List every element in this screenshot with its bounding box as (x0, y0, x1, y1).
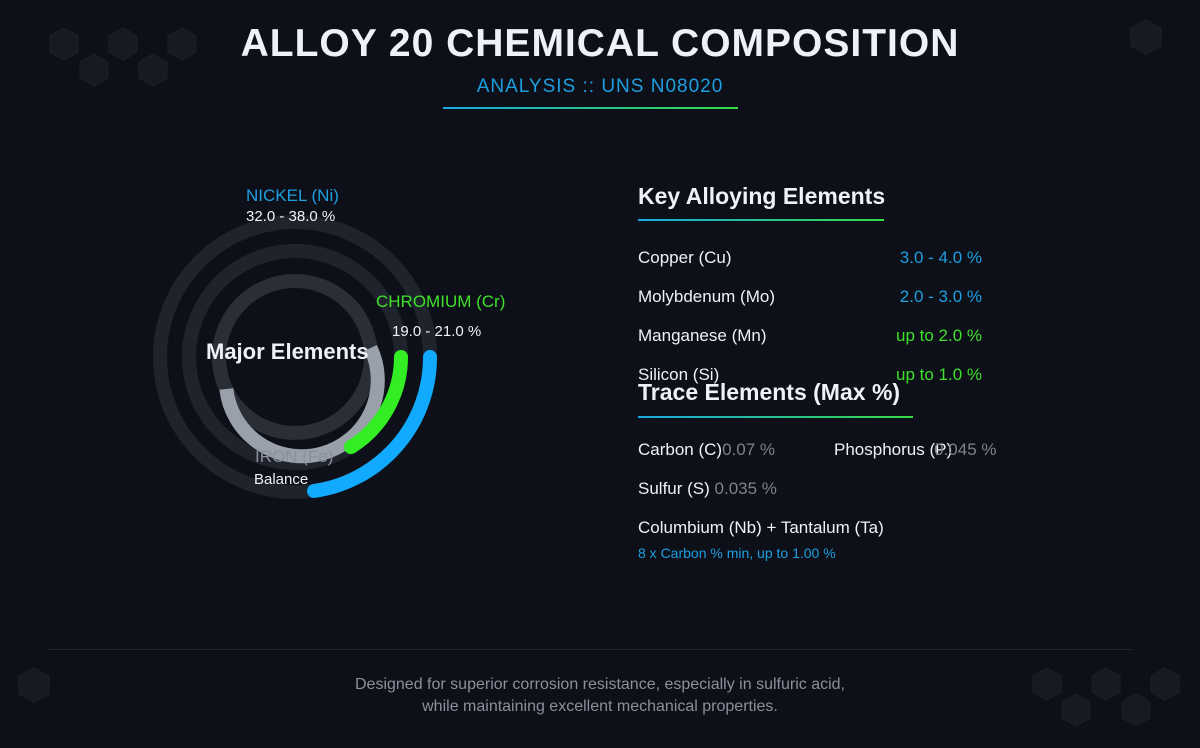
element-name: Manganese (Mn) (638, 326, 767, 345)
element-name: Silicon (Si) (638, 365, 720, 384)
element-value: up to 2.0 % (895, 326, 982, 345)
trace-item-carbon: Carbon (C)0.07 % (638, 440, 775, 460)
element-value: 2.0 - 3.0 % (899, 287, 982, 306)
nickel-label: NICKEL (Ni) (246, 186, 339, 205)
footer-divider (48, 649, 1132, 650)
major-elements-chart: NICKEL (Ni) 32.0 - 38.0 % CHROMIUM (Cr) … (140, 180, 560, 520)
element-name: Carbon (C) (638, 440, 723, 459)
trace-elements-title: Trace Elements (Max %) (638, 379, 901, 405)
footer-line-1: Designed for superior corrosion resistan… (355, 676, 845, 693)
chromium-label: CHROMIUM (Cr) (376, 292, 506, 311)
alloy-row-silicon: Silicon (Si) up to 1.0 % (638, 365, 982, 389)
key-alloying-underline (638, 219, 884, 221)
iron-label: IRON (Fe) (255, 447, 334, 466)
columbium-tantalum-value: 8 x Carbon % min, up to 1.00 % (638, 545, 836, 561)
nickel-arc (307, 350, 438, 498)
trace-item-sulfur: Sulfur (S) 0.035 % (638, 479, 777, 499)
element-name: Molybdenum (Mo) (638, 287, 775, 306)
element-name: Columbium (Nb) + Tantalum (Ta) (638, 518, 884, 537)
subtitle-underline (443, 107, 738, 109)
iron-arc (219, 345, 385, 464)
hexagon-decoration-bottom-right (1032, 667, 1180, 727)
footer-description: Designed for superior corrosion resistan… (0, 674, 1200, 718)
alloy-row-manganese: Manganese (Mn) up to 2.0 % (638, 326, 982, 350)
element-value: up to 1.0 % (895, 365, 982, 384)
chart-center-label: Major Elements (206, 339, 369, 364)
element-name: Phosphorus (P) (834, 440, 953, 459)
footer-line-2: while maintaining excellent mechanical p… (422, 698, 778, 715)
alloy-row-copper: Copper (Cu) 3.0 - 4.0 % (638, 248, 982, 272)
element-value: 0.045 % (934, 440, 997, 459)
element-name: Copper (Cu) (638, 248, 732, 267)
trace-item-columbium-tantalum: Columbium (Nb) + Tantalum (Ta) (638, 518, 884, 538)
page-title: ALLOY 20 CHEMICAL COMPOSITION (240, 22, 960, 65)
alloy-row-molybdenum: Molybdenum (Mo) 2.0 - 3.0 % (638, 287, 982, 311)
hexagon-decoration-top-right (1130, 19, 1162, 55)
page-subtitle: ANALYSIS :: UNS N08020 (476, 76, 724, 97)
chromium-value: 19.0 - 21.0 % (392, 323, 482, 340)
trace-item-phosphorus: Phosphorus (P)0.045 % (834, 440, 997, 460)
nickel-value: 32.0 - 38.0 % (246, 208, 336, 225)
chromium-arc (344, 350, 408, 454)
key-alloying-title: Key Alloying Elements (638, 183, 886, 209)
element-value: 0.07 % (722, 440, 776, 459)
hexagon-decoration-top-left (49, 27, 197, 87)
element-value: 0.035 % (714, 479, 777, 498)
element-value: 3.0 - 4.0 % (899, 248, 982, 267)
iron-value: Balance (254, 471, 309, 488)
element-name: Sulfur (S) (638, 479, 710, 498)
radial-bar-graphic (153, 215, 438, 499)
hexagon-decoration-bottom-left (18, 667, 50, 703)
trace-elements-underline (638, 416, 913, 418)
